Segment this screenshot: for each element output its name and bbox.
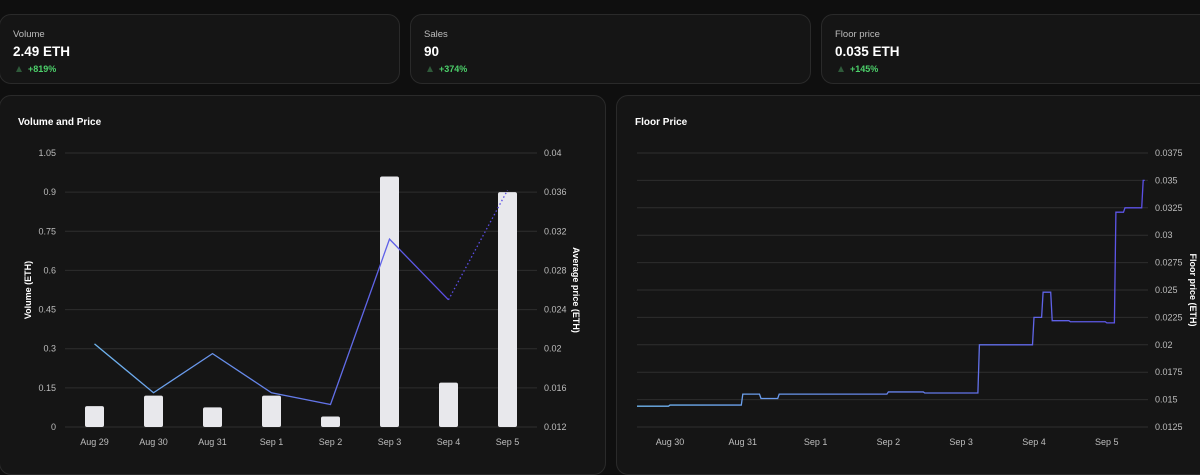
stat-label: Sales (424, 29, 797, 40)
stat-card-volume: Volume 2.49 ETH +819% (0, 14, 400, 84)
panel-title: Floor Price (635, 117, 687, 128)
trend-up-icon (427, 66, 433, 72)
stat-card-sales: Sales 90 +374% (410, 14, 811, 84)
stat-label: Volume (13, 29, 386, 40)
stat-change-value: +145% (850, 64, 878, 74)
volume-price-panel: Volume and Price (0, 95, 606, 475)
stat-change-value: +819% (28, 64, 56, 74)
panel-title: Volume and Price (18, 117, 101, 128)
stat-value: 2.49 ETH (13, 44, 386, 59)
floor-price-panel: Floor Price (616, 95, 1200, 475)
stat-value: 90 (424, 44, 797, 59)
stat-change: +374% (424, 64, 797, 74)
stat-change: +145% (835, 64, 1200, 74)
trend-up-icon (16, 66, 22, 72)
stat-label: Floor price (835, 29, 1200, 40)
stat-change: +819% (13, 64, 386, 74)
stat-card-floor-price: Floor price 0.035 ETH +145% (821, 14, 1200, 84)
stat-change-value: +374% (439, 64, 467, 74)
stat-value: 0.035 ETH (835, 44, 1200, 59)
trend-up-icon (838, 66, 844, 72)
